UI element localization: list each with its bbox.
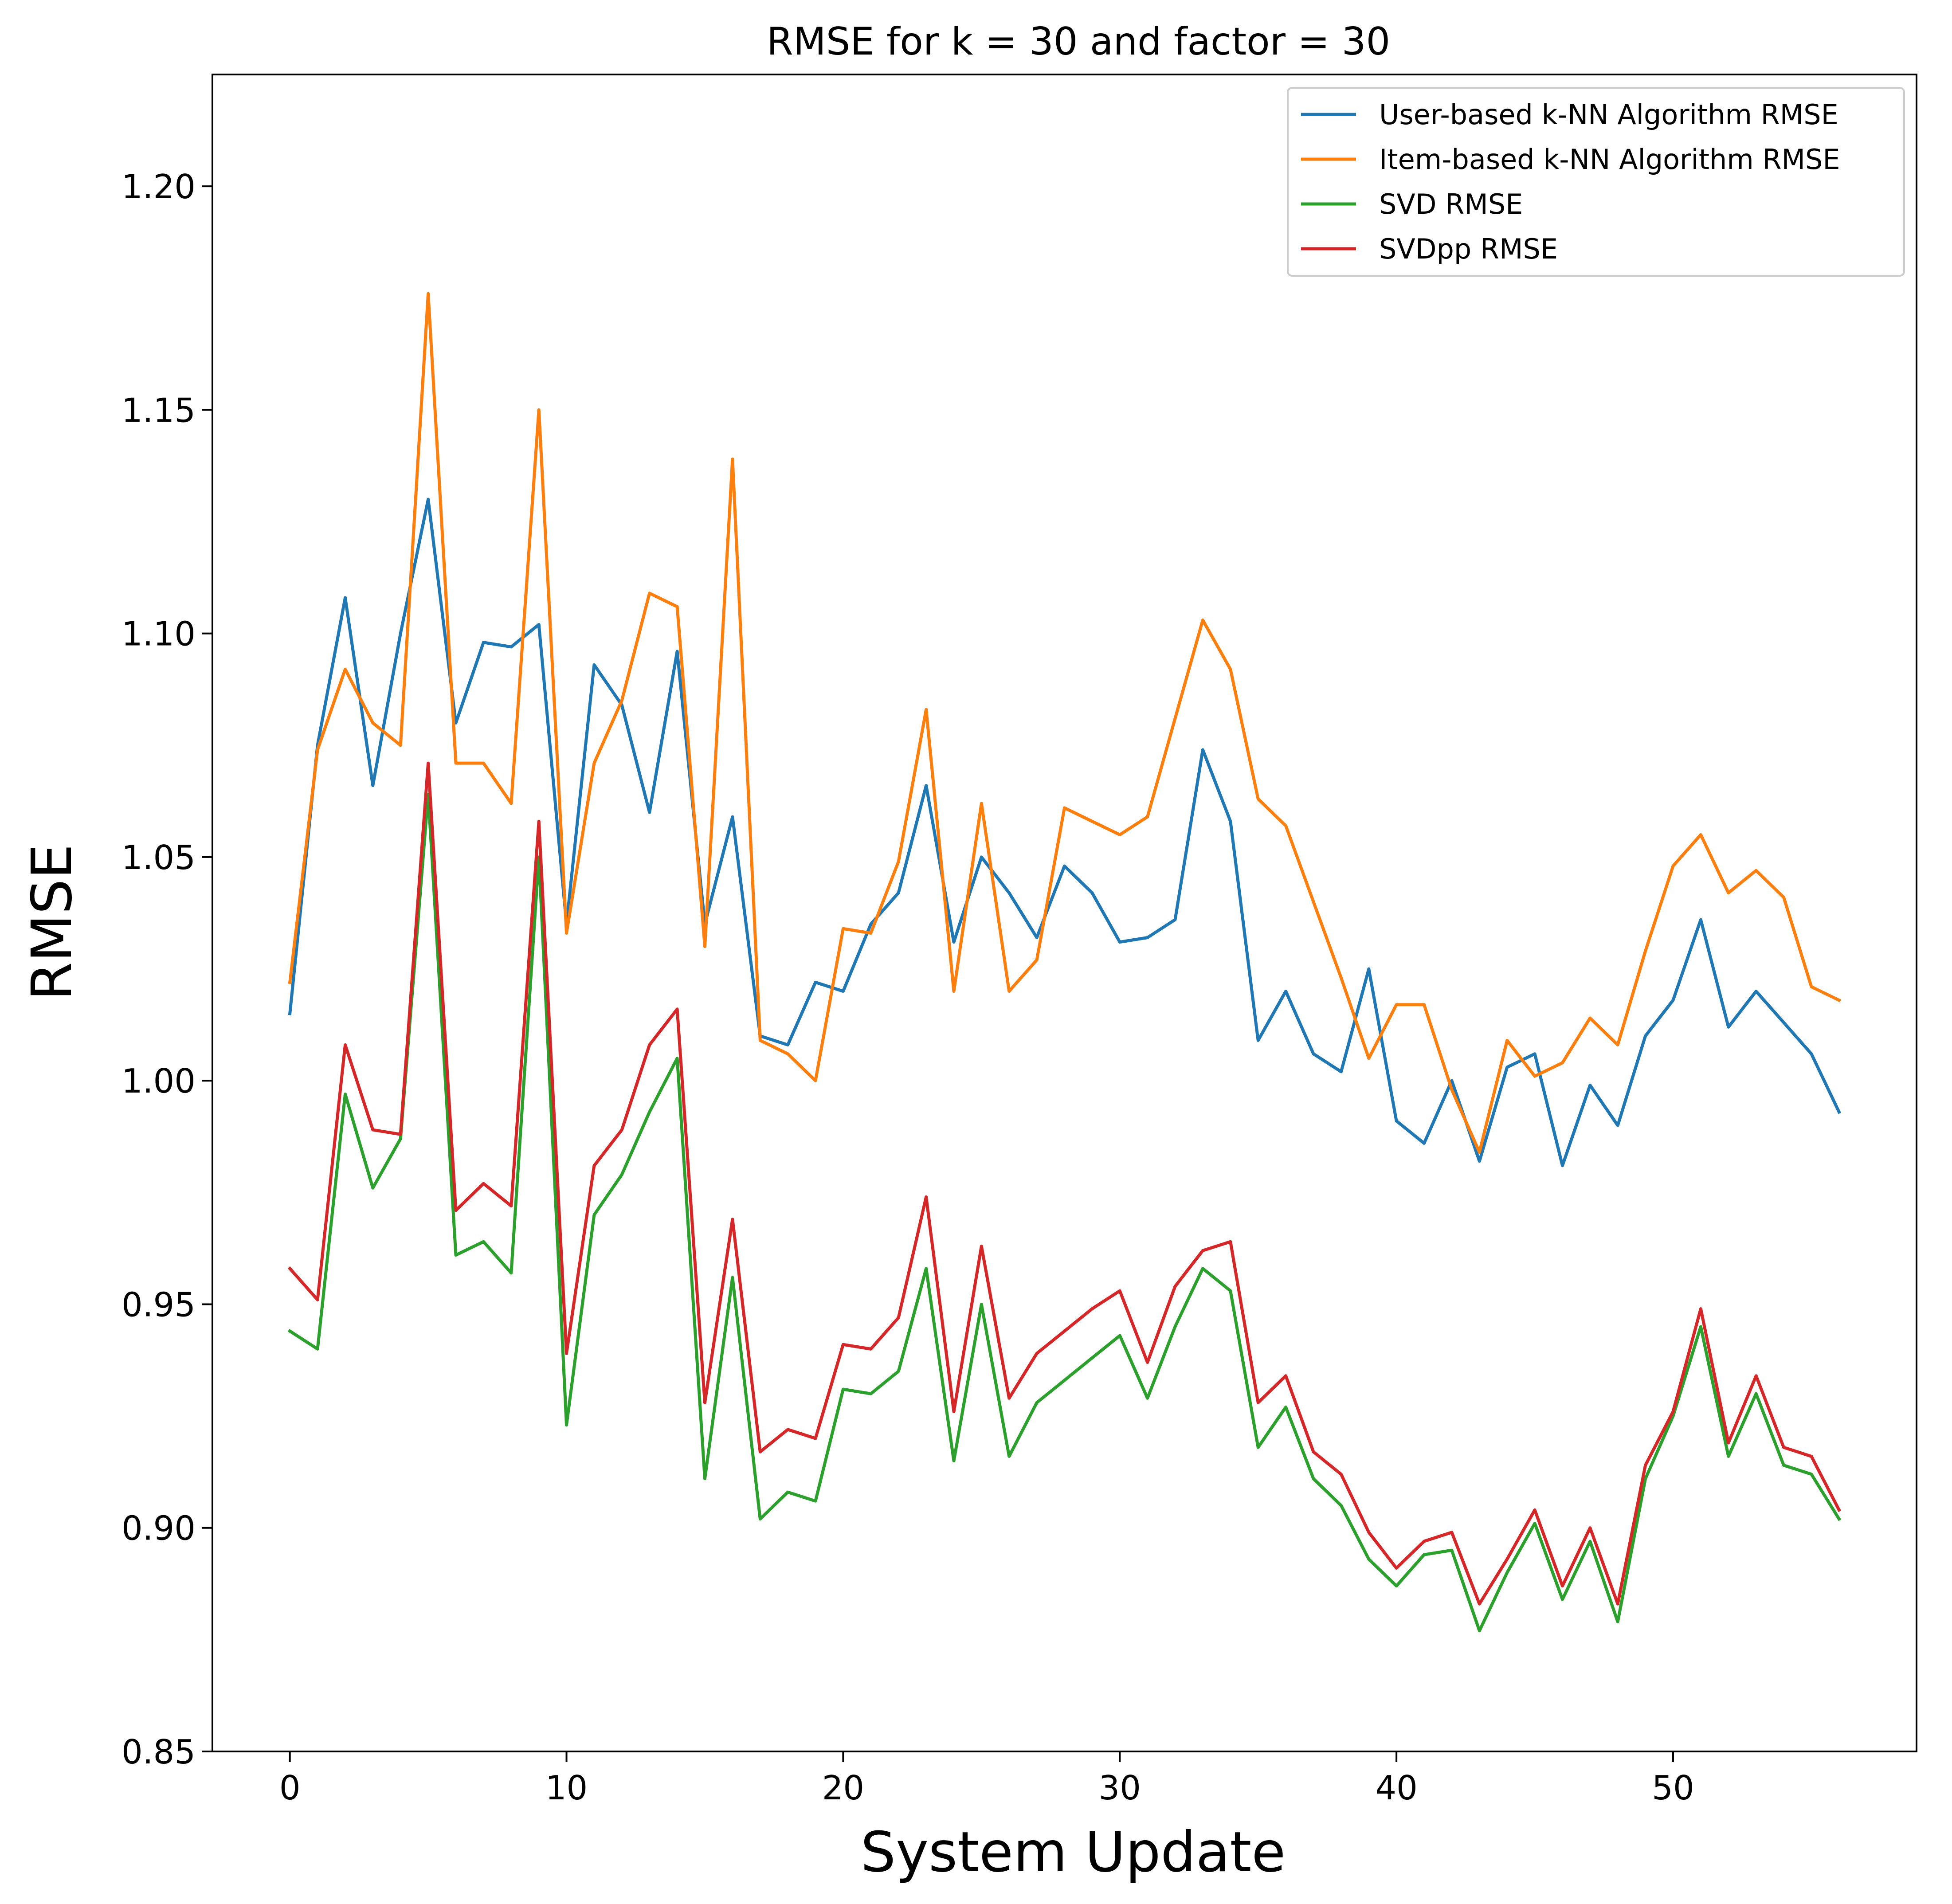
legend-box [1287,87,1905,277]
legend: User-based k-NN Algorithm RMSE Item-based… [1287,87,1905,277]
x-axis: 0 10 20 30 40 50 [279,1751,1694,1807]
y-tick-label: 1.20 [122,167,196,206]
y-axis: 0.85 0.90 0.95 1.00 1.05 1.10 1.15 1.20 [122,167,212,1771]
y-tick-label: 1.00 [122,1062,196,1101]
series-line-1 [288,292,1841,1154]
y-axis-label: RMSE [20,844,84,1000]
series-line-0 [288,498,1841,1167]
chart-title: RMSE for k = 30 and factor = 30 [767,20,1390,64]
x-tick-label: 0 [279,1768,301,1807]
legend-entry-2: SVD RMSE [1379,188,1523,220]
x-tick-label: 30 [1099,1768,1141,1807]
series-line-3 [287,761,1842,1606]
y-tick-label: 0.85 [122,1732,196,1771]
y-tick-label: 1.10 [122,615,196,654]
legend-entry-3: SVDpp RMSE [1379,233,1558,265]
legend-entry-1: Item-based k-NN Algorithm RMSE [1379,143,1840,176]
series-layer [287,292,1842,1633]
x-tick-label: 50 [1652,1768,1694,1807]
x-tick-label: 10 [545,1768,588,1807]
y-tick-label: 1.05 [122,838,196,877]
plot-frame [212,74,1917,1752]
x-tick-label: 20 [822,1768,864,1807]
y-tick-label: 1.15 [122,391,196,430]
y-tick-label: 0.90 [122,1509,196,1548]
x-axis-label: System Update [861,1820,1286,1884]
legend-entry-0: User-based k-NN Algorithm RMSE [1379,98,1838,131]
y-tick-label: 0.95 [122,1285,196,1324]
x-tick-label: 40 [1375,1768,1417,1807]
series-line-2 [287,793,1842,1633]
